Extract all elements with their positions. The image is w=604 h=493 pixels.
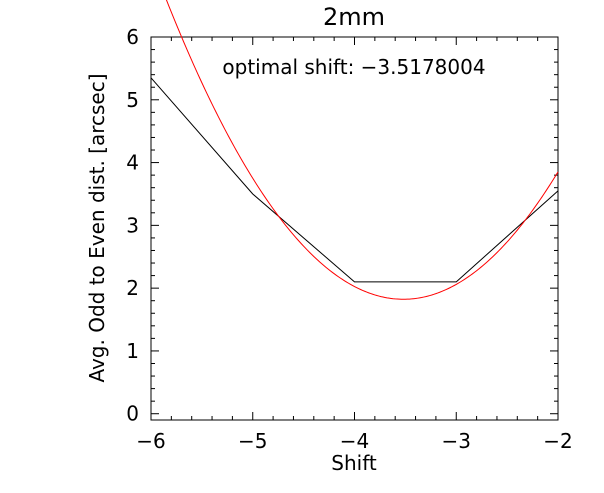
y-tick-labels: 0 1 2 3 4 5 6	[126, 25, 139, 426]
y-ticks	[151, 36, 558, 415]
x-axis-label: Shift	[331, 451, 377, 475]
y-tick-label: 3	[126, 213, 139, 237]
chart-title: 2mm	[323, 3, 385, 31]
x-tick-label: −5	[238, 429, 267, 453]
series-line-measured	[150, 77, 559, 283]
x-tick-labels: −6 −5 −4 −3 −2	[136, 429, 572, 453]
x-ticks	[150, 37, 559, 420]
x-tick-label: −2	[543, 429, 572, 453]
series-line-fit	[165, 0, 559, 300]
x-tick-label: −4	[340, 429, 369, 453]
y-tick-label: 4	[126, 151, 139, 175]
y-tick-label: 0	[126, 402, 139, 426]
y-tick-label: 1	[126, 339, 139, 363]
series-group	[150, 0, 559, 300]
y-tick-label: 5	[126, 88, 139, 112]
optimal-shift-annotation: optimal shift: −3.5178004	[222, 55, 485, 79]
x-tick-label: −3	[442, 429, 471, 453]
plot-frame	[150, 36, 559, 421]
y-axis-label: Avg. Odd to Even dist. [arcsec]	[85, 73, 109, 382]
x-tick-label: −6	[136, 429, 165, 453]
y-tick-label: 2	[126, 276, 139, 300]
y-tick-label: 6	[126, 25, 139, 49]
